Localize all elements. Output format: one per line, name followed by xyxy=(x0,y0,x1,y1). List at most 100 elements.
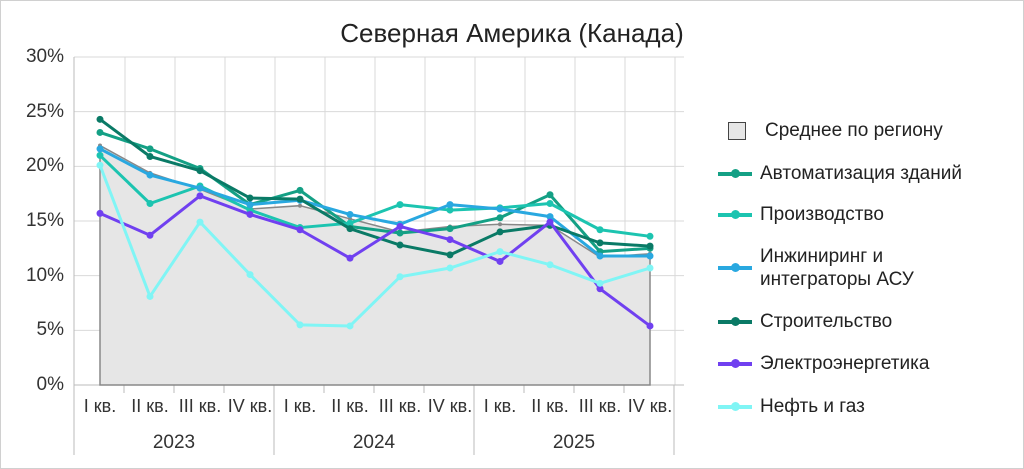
series-point-2 xyxy=(646,232,654,240)
series-point-6 xyxy=(296,321,304,329)
legend-item: Нефть и газ xyxy=(718,395,865,418)
series-point-5 xyxy=(146,231,154,239)
series-point-1 xyxy=(446,225,454,233)
series-line-2 xyxy=(98,154,651,238)
series-point-3 xyxy=(246,201,254,209)
legend-item: Инжиниринг и интеграторы АСУ xyxy=(718,245,950,291)
legend-swatch-line xyxy=(718,316,752,326)
legend-swatch-line xyxy=(718,401,752,411)
series-point-6 xyxy=(96,161,104,169)
legend-label: Строительство xyxy=(760,311,893,332)
series-point-5 xyxy=(246,210,254,218)
series-point-3 xyxy=(446,201,454,209)
series-point-4 xyxy=(596,239,604,247)
series-point-4 xyxy=(446,251,454,259)
series-point-5 xyxy=(496,257,504,265)
series-point-3 xyxy=(546,213,554,221)
year-label: 2023 xyxy=(152,432,196,453)
point-mean-region xyxy=(298,203,302,208)
series-point-2 xyxy=(346,219,354,227)
x-tick-label: IV кв. xyxy=(627,396,673,416)
legend-swatch-line xyxy=(718,358,752,368)
series-point-1 xyxy=(146,145,154,153)
x-tick-label: III кв. xyxy=(178,396,222,416)
series-point-5 xyxy=(646,322,654,330)
chart-title: Северная Америка (Канада) xyxy=(340,18,684,48)
legend-item: Строительство xyxy=(718,310,892,333)
series-point-5 xyxy=(346,254,354,262)
y-tick-label: 5% xyxy=(36,319,64,341)
series-point-4 xyxy=(396,241,404,249)
series-point-1 xyxy=(496,214,504,222)
series-point-3 xyxy=(346,210,354,218)
series-point-6 xyxy=(196,218,204,226)
series-line-4 xyxy=(99,118,651,257)
x-tick-label: I кв. xyxy=(283,396,317,416)
series-point-6 xyxy=(596,279,604,287)
legend-item: Электроэнергетика xyxy=(718,352,929,375)
legend-label: Среднее по региону xyxy=(765,120,943,141)
series-point-3 xyxy=(146,171,154,179)
x-tick-label: II кв. xyxy=(131,396,169,416)
series-point-3 xyxy=(496,205,504,213)
series-line-6 xyxy=(98,164,651,328)
series-point-1 xyxy=(96,128,104,136)
legend-label: Инжиниринг и интеграторы АСУ xyxy=(760,246,914,290)
legend-swatch-box xyxy=(728,121,746,140)
series-point-4 xyxy=(296,195,304,203)
legend-label: Производство xyxy=(760,204,884,225)
legend-swatch-line xyxy=(718,209,752,219)
legend-label: Автоматизация зданий xyxy=(760,163,962,184)
series-point-5 xyxy=(546,218,554,226)
series-point-6 xyxy=(496,248,504,256)
series-point-3 xyxy=(646,252,654,260)
legend-label: Нефть и газ xyxy=(760,396,865,417)
series-point-4 xyxy=(646,242,654,250)
legend-item: Среднее по региону xyxy=(718,119,943,142)
series-point-2 xyxy=(596,226,604,234)
series-point-2 xyxy=(96,151,104,159)
series-point-1 xyxy=(296,186,304,194)
series-point-4 xyxy=(96,115,104,123)
series-point-6 xyxy=(246,271,254,279)
series-point-6 xyxy=(546,261,554,269)
series-point-3 xyxy=(196,184,204,192)
x-tick-label: III кв. xyxy=(578,396,622,416)
series-point-2 xyxy=(546,200,554,208)
legend-item: Производство xyxy=(718,203,884,226)
series-point-5 xyxy=(196,192,204,200)
year-label: 2024 xyxy=(352,432,396,453)
x-tick-label: III кв. xyxy=(378,396,422,416)
year-label: 2025 xyxy=(552,432,596,453)
series-point-6 xyxy=(396,273,404,281)
series-point-5 xyxy=(396,222,404,230)
series-point-1 xyxy=(396,229,404,237)
series-point-4 xyxy=(496,228,504,236)
x-tick-label: II кв. xyxy=(331,396,369,416)
y-tick-label: 10% xyxy=(25,264,64,286)
series-line-1 xyxy=(99,131,651,254)
series-point-4 xyxy=(346,225,354,233)
legend-label: Электроэнергетика xyxy=(760,353,930,374)
x-tick-label: IV кв. xyxy=(227,396,273,416)
series-point-5 xyxy=(446,236,454,244)
series-line-5 xyxy=(99,194,651,328)
y-tick-label: 0% xyxy=(36,374,64,395)
series-point-6 xyxy=(346,322,354,330)
legend-item: Автоматизация зданий xyxy=(718,162,962,185)
x-tick-label: I кв. xyxy=(83,396,117,416)
legend-swatch-line xyxy=(718,168,752,178)
x-tick-label: I кв. xyxy=(483,396,517,416)
series-point-4 xyxy=(246,194,254,202)
series-point-3 xyxy=(596,252,604,260)
series-point-6 xyxy=(146,292,154,300)
series-point-5 xyxy=(296,226,304,234)
series-point-4 xyxy=(196,167,204,175)
x-tick-label: IV кв. xyxy=(427,396,473,416)
series-point-4 xyxy=(146,152,154,160)
series-point-6 xyxy=(446,264,454,272)
series-line-3 xyxy=(99,147,650,258)
point-mean-region xyxy=(498,222,502,227)
series-point-5 xyxy=(596,285,604,293)
